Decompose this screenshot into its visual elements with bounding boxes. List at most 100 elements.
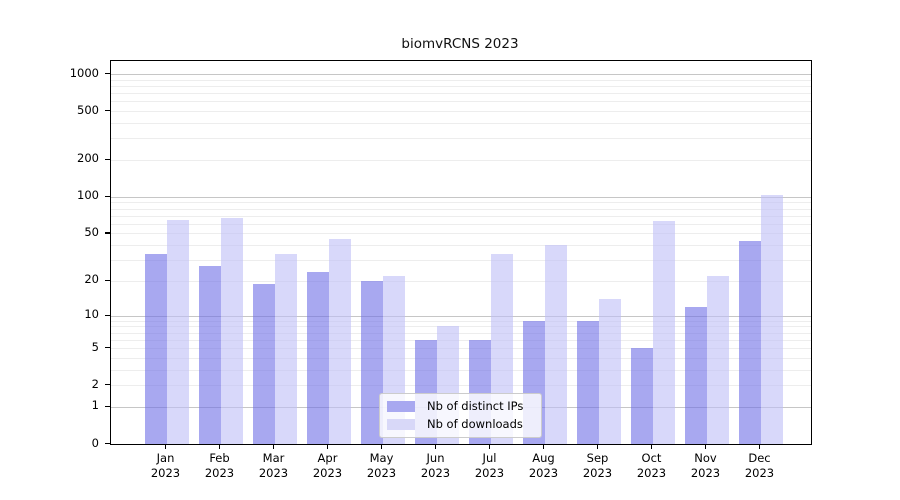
x-tick-mark xyxy=(488,444,491,449)
legend-label-distinct-ips: Nb of distinct IPs xyxy=(427,399,524,413)
gridline-minor xyxy=(111,260,811,262)
y-tick-label: 100 xyxy=(77,188,99,203)
x-tick-mark xyxy=(758,444,761,449)
x-tick-label: Jan 2023 xyxy=(150,451,181,480)
x-tick-mark xyxy=(596,444,599,449)
gridline-minor xyxy=(111,215,811,217)
gridline-major xyxy=(111,74,811,75)
x-tick-label: Aug 2023 xyxy=(528,451,559,480)
y-tick-label: 20 xyxy=(84,272,99,287)
y-tick-mark xyxy=(105,195,110,198)
bar-distinct-ips xyxy=(576,320,599,444)
x-tick-label: Jun 2023 xyxy=(420,451,451,480)
y-tick-label: 200 xyxy=(77,151,99,166)
y-tick-mark xyxy=(105,279,110,282)
x-tick-label: Sep 2023 xyxy=(582,451,613,480)
gridline-minor xyxy=(111,280,811,282)
y-tick-mark xyxy=(105,443,110,445)
gridline-minor xyxy=(111,202,811,204)
bar-downloads xyxy=(328,238,351,444)
y-tick-mark xyxy=(105,347,110,349)
gridline-minor xyxy=(111,79,811,81)
gridline-minor xyxy=(111,85,811,87)
gridline-major xyxy=(111,315,811,317)
bar-distinct-ips xyxy=(360,280,383,444)
y-tick-label: 1 xyxy=(91,398,99,413)
x-tick-mark xyxy=(218,444,221,449)
x-tick-label: Mar 2023 xyxy=(258,451,289,480)
chart-title: biomvRCNS 2023 xyxy=(401,36,519,52)
y-tick-label: 500 xyxy=(77,102,99,117)
gridline-minor xyxy=(111,385,811,387)
gridline-minor xyxy=(111,339,811,341)
gridline-minor xyxy=(111,111,811,113)
x-tick-label: Jul 2023 xyxy=(474,451,505,480)
gridline-minor xyxy=(111,348,811,350)
bar-downloads xyxy=(166,220,189,444)
y-tick-label: 10 xyxy=(84,307,99,322)
x-tick-mark xyxy=(650,444,653,449)
legend-item-downloads: Nb of downloads xyxy=(387,417,533,431)
y-tick-label: 2 xyxy=(91,376,99,391)
gridline-minor xyxy=(111,326,811,328)
y-tick-mark xyxy=(105,73,110,75)
bar-downloads xyxy=(598,298,621,444)
bar-distinct-ips xyxy=(306,271,329,444)
y-tick-label: 50 xyxy=(84,224,99,239)
x-tick-mark xyxy=(380,444,383,449)
plot-area: Nb of distinct IPs Nb of downloads xyxy=(110,60,812,445)
gridline-minor xyxy=(111,101,811,103)
y-tick-label: 5 xyxy=(91,339,99,354)
gridline-minor xyxy=(111,138,811,140)
x-tick-mark xyxy=(326,444,329,449)
bar-distinct-ips xyxy=(738,241,761,444)
gridline-minor xyxy=(111,320,811,322)
y-tick-mark xyxy=(105,384,110,386)
legend-swatch-distinct-ips-icon xyxy=(387,400,415,412)
legend-swatch-downloads-icon xyxy=(387,418,415,430)
y-tick-label: 1000 xyxy=(69,65,99,80)
gridline-minor xyxy=(111,122,811,124)
legend-item-distinct-ips: Nb of distinct IPs xyxy=(387,399,533,413)
bar-distinct-ips xyxy=(630,348,653,444)
y-tick-mark xyxy=(105,232,110,234)
x-tick-mark xyxy=(542,444,545,449)
y-tick-mark xyxy=(105,158,110,161)
x-tick-label: Feb 2023 xyxy=(204,451,235,480)
bar-downloads xyxy=(760,194,783,444)
y-tick-mark xyxy=(105,110,110,112)
gridline-minor xyxy=(111,357,811,359)
x-tick-label: Oct 2023 xyxy=(636,451,667,480)
gridline-minor xyxy=(111,208,811,210)
bar-distinct-ips xyxy=(144,253,167,444)
bar-distinct-ips xyxy=(198,265,221,444)
x-tick-mark xyxy=(434,444,437,449)
bar-distinct-ips xyxy=(252,283,275,444)
bar-downloads xyxy=(706,276,729,444)
legend-label-downloads: Nb of downloads xyxy=(427,417,523,431)
legend: Nb of distinct IPs Nb of downloads xyxy=(379,393,542,438)
gridline-minor xyxy=(111,93,811,95)
x-tick-label: Dec 2023 xyxy=(744,451,775,480)
bar-downloads xyxy=(274,253,297,444)
y-tick-mark xyxy=(105,405,110,408)
x-tick-mark xyxy=(704,444,707,449)
bar-distinct-ips xyxy=(684,306,707,444)
x-tick-mark xyxy=(272,444,275,449)
x-tick-label: Nov 2023 xyxy=(690,451,721,480)
bar-downloads xyxy=(652,221,675,444)
gridline-major xyxy=(111,196,811,198)
gridline-minor xyxy=(111,332,811,334)
gridline-minor xyxy=(111,159,811,161)
x-tick-label: Apr 2023 xyxy=(312,451,343,480)
gridline-minor xyxy=(111,245,811,247)
gridline-minor xyxy=(111,369,811,371)
gridline-minor xyxy=(111,223,811,225)
y-tick-label: 0 xyxy=(91,435,99,450)
y-tick-mark xyxy=(105,314,110,316)
x-tick-mark xyxy=(164,444,167,449)
bar-downloads xyxy=(544,245,567,444)
gridline-minor xyxy=(111,233,811,235)
x-tick-label: May 2023 xyxy=(366,451,397,480)
